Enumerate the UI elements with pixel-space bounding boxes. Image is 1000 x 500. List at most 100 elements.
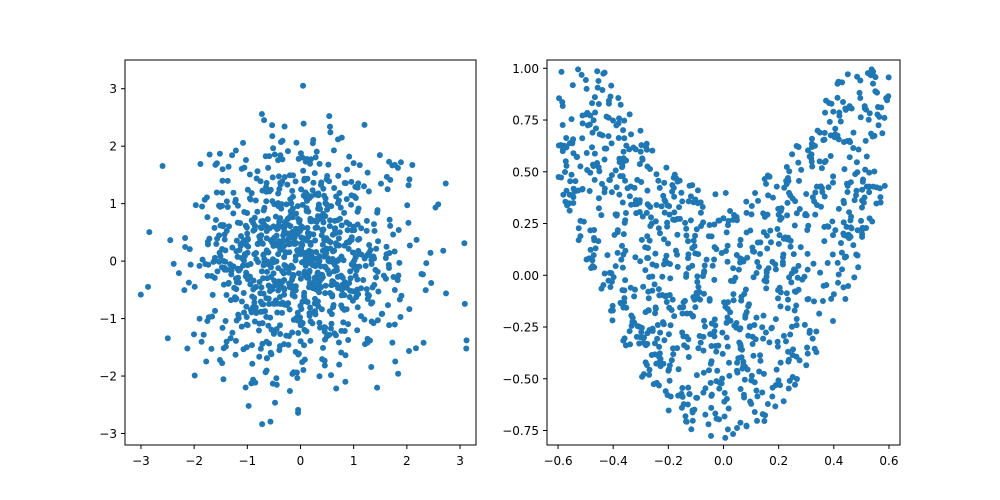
scatter-point	[789, 151, 796, 158]
scatter-point	[327, 325, 334, 332]
scatter-point	[405, 182, 412, 189]
scatter-point	[655, 286, 662, 293]
scatter-point	[808, 151, 815, 158]
scatter-point	[338, 302, 345, 309]
right-y-axis: −0.75 −0.50 −0.25 0.00 0.25 0.50 0.75 1.00	[502, 62, 547, 438]
scatter-point	[259, 308, 266, 315]
scatter-point	[395, 272, 402, 279]
scatter-point	[809, 194, 816, 201]
scatter-point	[281, 173, 288, 180]
scatter-point	[660, 360, 667, 367]
scatter-point	[328, 320, 335, 327]
scatter-point	[235, 274, 242, 281]
scatter-point	[647, 166, 654, 172]
scatter-point	[692, 232, 699, 239]
scatter-point	[840, 219, 847, 226]
scatter-point	[227, 335, 234, 342]
scatter-point	[746, 323, 753, 330]
scatter-point	[313, 148, 320, 155]
scatter-point	[286, 249, 293, 256]
scatter-point	[267, 418, 274, 425]
scatter-point	[680, 401, 687, 408]
scatter-point	[289, 187, 296, 194]
scatter-point	[299, 242, 306, 249]
scatter-point	[667, 275, 674, 282]
scatter-point	[656, 343, 663, 350]
scatter-point	[690, 237, 697, 244]
scatter-point	[463, 337, 470, 344]
scatter-point	[725, 217, 732, 224]
scatter-point	[752, 336, 759, 343]
scatter-point	[748, 203, 755, 209]
scatter-point	[285, 269, 292, 276]
scatter-point	[766, 173, 773, 180]
scatter-point	[284, 148, 291, 155]
scatter-point	[386, 216, 393, 223]
scatter-point	[275, 157, 282, 164]
scatter-point	[251, 294, 258, 301]
scatter-point	[654, 321, 661, 328]
scatter-point	[785, 358, 792, 365]
scatter-point	[244, 322, 251, 329]
scatter-point	[406, 242, 413, 249]
scatter-point	[787, 243, 794, 250]
scatter-point	[422, 287, 429, 294]
scatter-point	[305, 275, 312, 282]
scatter-point	[881, 114, 888, 121]
scatter-point	[846, 154, 853, 161]
scatter-point	[264, 216, 271, 223]
scatter-point	[208, 273, 215, 280]
scatter-point	[842, 296, 849, 303]
scatter-point	[761, 176, 768, 183]
scatter-point	[737, 242, 744, 249]
scatter-point	[361, 255, 368, 262]
scatter-point	[656, 184, 663, 191]
scatter-point	[267, 186, 274, 193]
scatter-point	[788, 323, 795, 330]
scatter-point	[795, 143, 802, 150]
scatter-point	[772, 266, 779, 273]
scatter-point	[817, 269, 824, 276]
scatter-point	[290, 172, 297, 179]
scatter-point	[243, 303, 250, 310]
scatter-point	[313, 248, 320, 255]
scatter-point	[363, 286, 370, 293]
scatter-point	[299, 201, 306, 208]
scatter-point	[278, 201, 285, 208]
scatter-point	[768, 325, 775, 332]
scatter-point	[315, 190, 322, 197]
scatter-point	[678, 189, 685, 196]
scatter-point	[181, 287, 188, 294]
left-scatter-plot: −3 −2 −1 0 1 2 3 −3 −2 −1 0 1 2 3	[99, 59, 477, 468]
right-x-axis: −0.6 −0.4 −0.2 0.0 0.2 0.4 0.6	[543, 445, 899, 468]
scatter-point	[708, 358, 715, 365]
scatter-point	[616, 115, 623, 122]
scatter-point	[772, 316, 779, 323]
scatter-point	[568, 116, 575, 123]
scatter-point	[645, 307, 652, 314]
scatter-point	[240, 139, 247, 146]
scatter-point	[782, 338, 789, 345]
scatter-point	[708, 342, 715, 349]
scatter-point	[754, 259, 761, 266]
scatter-point	[391, 321, 398, 328]
scatter-point	[266, 153, 273, 160]
scatter-point	[644, 187, 651, 194]
scatter-point	[737, 325, 744, 332]
scatter-point	[314, 213, 321, 220]
scatter-point	[340, 319, 347, 326]
scatter-point	[277, 179, 284, 186]
scatter-point	[245, 243, 252, 250]
x-tick-label: −0.6	[543, 454, 572, 468]
scatter-point	[796, 357, 803, 364]
scatter-point	[615, 94, 622, 101]
scatter-point	[724, 258, 731, 265]
scatter-point	[835, 271, 842, 278]
scatter-point	[693, 372, 700, 379]
scatter-point	[706, 297, 713, 304]
scatter-point	[708, 392, 715, 399]
scatter-point	[283, 265, 290, 272]
scatter-point	[608, 82, 615, 89]
scatter-point	[338, 349, 345, 356]
